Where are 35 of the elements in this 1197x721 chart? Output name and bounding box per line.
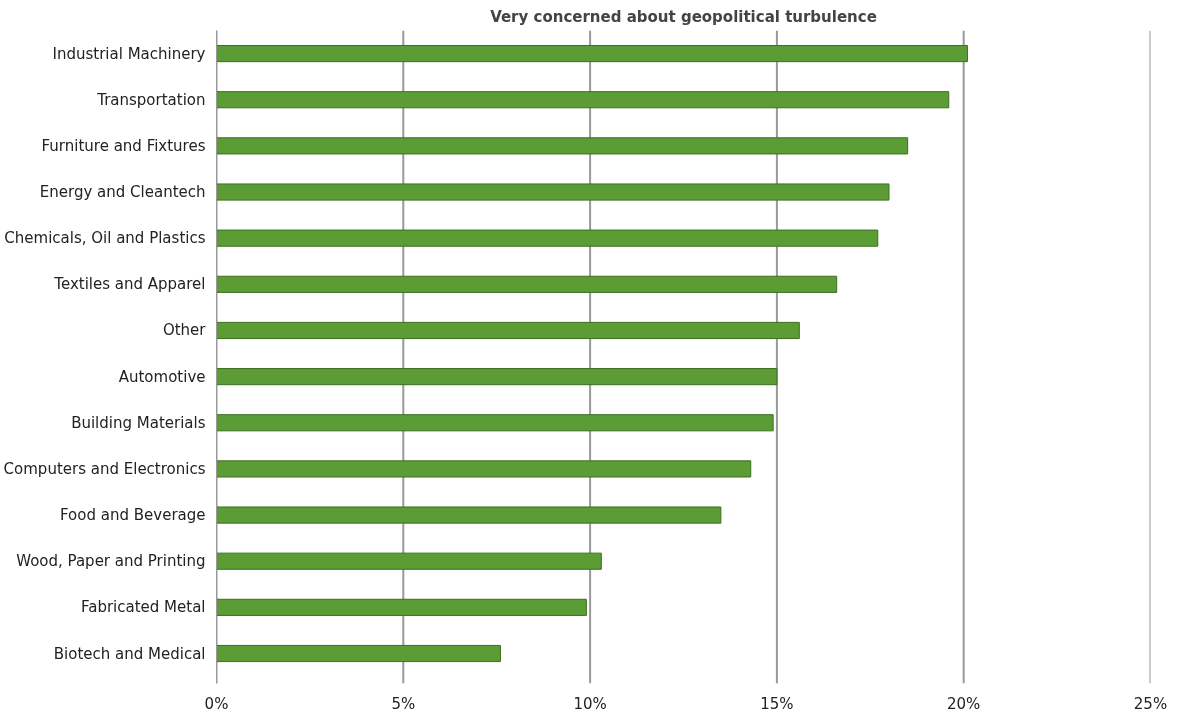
- bar: [216, 91, 950, 109]
- y-tick-label: Textiles and Apparel: [53, 275, 206, 294]
- bar: [216, 414, 774, 432]
- chart-title: Very concerned about geopolitical turbulence: [490, 7, 877, 26]
- bar: [216, 598, 587, 616]
- y-tick-label: Industrial Machinery: [52, 44, 206, 63]
- y-tick-label: Building Materials: [71, 413, 206, 432]
- y-tick-label: Computers and Electronics: [3, 459, 206, 478]
- x-tick-label: 20%: [947, 694, 981, 713]
- bar: [216, 321, 800, 340]
- bar: [216, 506, 722, 524]
- y-tick-label: Fabricated Metal: [80, 598, 206, 617]
- y-tick-label: Chemicals, Oil and Plastics: [4, 229, 206, 248]
- x-tick-label: 25%: [1133, 694, 1168, 713]
- y-tick-label: Food and Beverage: [60, 506, 206, 525]
- bar: [216, 45, 968, 63]
- bar: [216, 183, 890, 201]
- bar: [216, 552, 602, 570]
- bar: [216, 275, 838, 293]
- bar: [216, 368, 778, 386]
- bar: [216, 460, 752, 478]
- bar: [216, 229, 879, 247]
- y-tick-label: Biotech and Medical: [53, 644, 206, 663]
- y-tick-label: Other: [162, 321, 207, 340]
- x-tick-label: 5%: [391, 694, 416, 713]
- y-tick-label: Energy and Cleantech: [39, 183, 206, 202]
- bar: [216, 137, 909, 155]
- y-tick-label: Wood, Paper and Printing: [16, 552, 206, 571]
- y-tick-label: Transportation: [96, 90, 206, 109]
- y-tick-label: Automotive: [118, 367, 206, 386]
- x-tick-label: 15%: [760, 694, 794, 713]
- bar: [216, 644, 501, 663]
- x-tick-label: 0%: [204, 694, 229, 713]
- y-tick-label: Furniture and Fixtures: [41, 136, 206, 155]
- x-tick-label: 10%: [573, 694, 607, 713]
